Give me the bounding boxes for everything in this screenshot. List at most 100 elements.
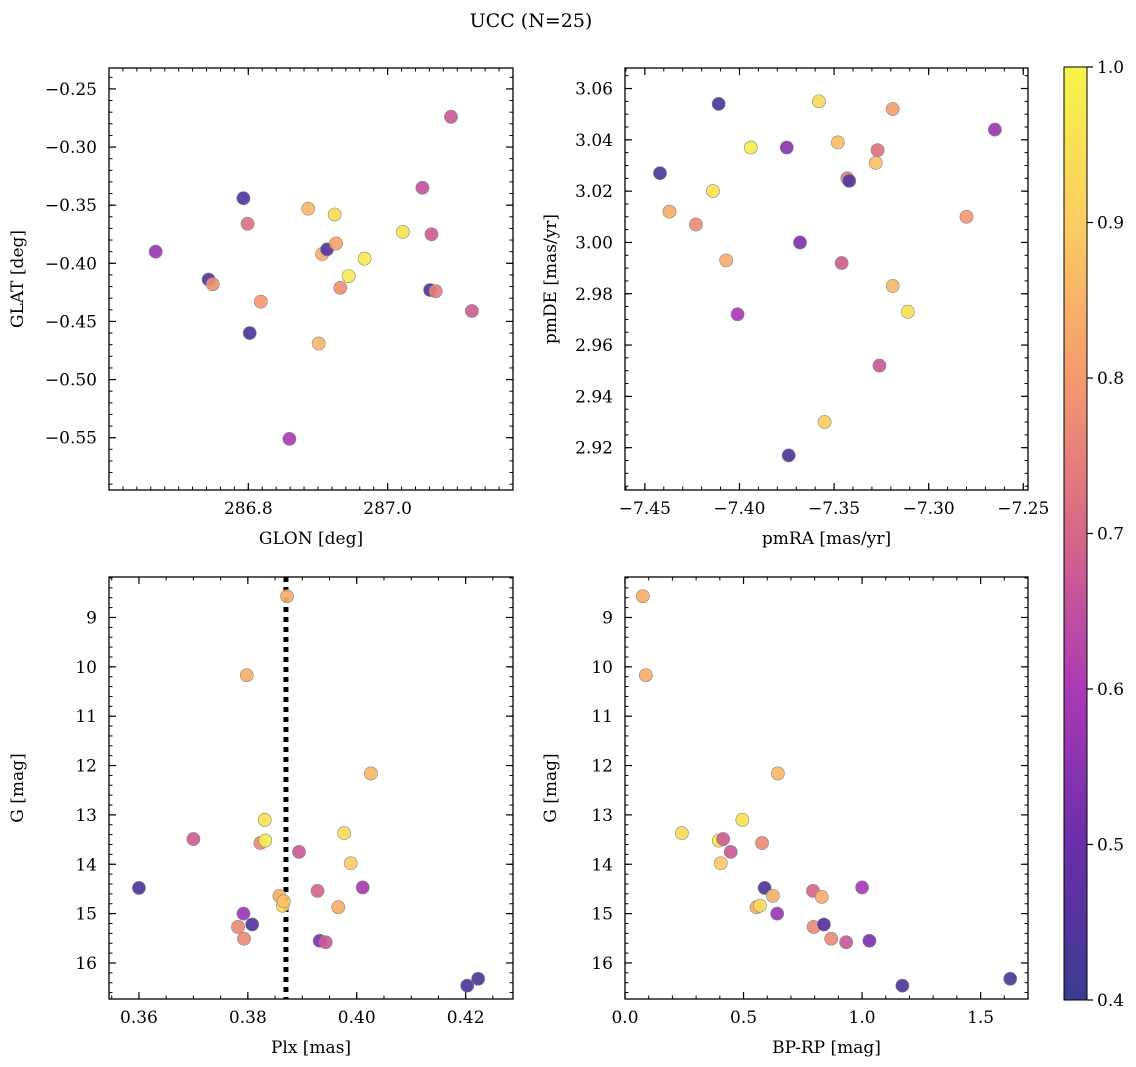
scatter-point xyxy=(711,97,726,111)
scatter-point xyxy=(132,881,146,895)
scatter-point xyxy=(186,832,201,846)
y-tick-label: 9 xyxy=(602,608,613,628)
scatter-point xyxy=(205,277,220,292)
y-tick-label: −0.55 xyxy=(45,429,97,449)
scatter-point xyxy=(719,253,734,268)
scatter-point xyxy=(292,845,306,859)
y-tick-label: −0.45 xyxy=(45,312,97,332)
colorbar-ticks: 0.4 0.5 0.6 0.7 0.8 0.9 1.0 xyxy=(1087,58,1124,1011)
scatter-point xyxy=(793,235,807,250)
y-tick-label: 2.96 xyxy=(575,336,613,356)
scatter-point xyxy=(814,889,829,904)
x-tick-label: −7.40 xyxy=(713,499,765,519)
scatter-point xyxy=(674,826,689,841)
y-tick-label: −0.25 xyxy=(45,80,97,100)
y-tick-label: 12 xyxy=(591,757,613,777)
scatter-point xyxy=(766,888,780,903)
y-tick-label: 9 xyxy=(86,608,97,628)
panel-plx-g: 0.36 0.38 0.40 0.42 9 10 11 12 13 14 15 16 Plx [mas]… xyxy=(8,576,514,1058)
scatter-point xyxy=(895,978,910,993)
scatter-point xyxy=(824,931,839,946)
y-tick-label: 15 xyxy=(591,905,613,925)
y-tick-label: 2.92 xyxy=(575,439,613,459)
scatter-point xyxy=(318,935,333,950)
x-tick-label: 0.5 xyxy=(730,1008,757,1028)
colorbar-tick-label: 0.8 xyxy=(1097,369,1124,389)
x-tick-label: −7.45 xyxy=(619,499,671,519)
colorbar-tick-label: 0.9 xyxy=(1097,214,1124,234)
x-tick-label: 0.0 xyxy=(611,1008,638,1028)
scatter-point xyxy=(428,284,443,299)
scatter-point xyxy=(817,415,832,429)
x-tick-label: 0.42 xyxy=(447,1008,485,1028)
scatter-point xyxy=(471,971,486,986)
y-tick-label: −0.35 xyxy=(45,196,97,216)
y-axis-label: G [mag] xyxy=(541,753,561,822)
y-tick-label: 16 xyxy=(75,954,97,974)
scatter-point xyxy=(331,900,346,915)
panel-bprp-g: 0.0 0.5 1.0 1.5 9 10 11 12 13 14 15 16 BP-RP [mag] G … xyxy=(541,576,1029,1058)
scatter-point xyxy=(257,812,272,827)
scatter-point xyxy=(327,207,342,222)
x-tick-label: 0.36 xyxy=(120,1008,158,1028)
y-tick-label: 3.00 xyxy=(575,233,613,253)
scatter-point xyxy=(730,307,745,322)
scatter-point xyxy=(258,833,273,848)
scatter-point xyxy=(310,884,325,898)
scatter-point xyxy=(276,894,291,909)
y-tick-label: 14 xyxy=(75,855,97,875)
scatter-point xyxy=(770,906,785,921)
y-tick-label: −0.50 xyxy=(45,371,97,391)
scatter-point xyxy=(743,140,758,155)
scatter-point xyxy=(460,978,475,993)
scatter-point xyxy=(240,216,255,231)
colorbar-tick-label: 0.7 xyxy=(1097,525,1124,545)
scatter-point xyxy=(301,201,316,216)
scatter-point xyxy=(872,358,887,373)
scatter-point xyxy=(735,812,750,827)
scatter-point xyxy=(355,880,370,895)
x-axis-label: Plx [mas] xyxy=(271,1038,351,1058)
axes-frame xyxy=(108,67,514,491)
y-axis-label: pmDE [mas/yr] xyxy=(541,214,561,344)
scatter-point xyxy=(329,236,343,251)
y-tick-label: 13 xyxy=(591,806,613,826)
colorbar-gradient xyxy=(1063,66,1088,1001)
scatter-point xyxy=(689,217,703,232)
scatter-point xyxy=(444,109,458,124)
scatter-point xyxy=(311,336,326,351)
scatter-point xyxy=(855,880,869,895)
scatter-point xyxy=(870,143,885,157)
x-tick-label: −7.30 xyxy=(903,499,955,519)
scatter-point xyxy=(415,180,430,195)
scatter-point xyxy=(236,906,251,921)
scatter-point xyxy=(816,917,831,932)
y-tick-label: 15 xyxy=(75,905,97,925)
axes-frame xyxy=(624,576,1029,1000)
scatter-point xyxy=(779,140,794,155)
y-tick-label: 14 xyxy=(591,855,613,875)
scatter-point xyxy=(900,304,915,319)
y-tick-label: 13 xyxy=(75,806,97,826)
scatter-point xyxy=(253,294,268,309)
scatter-point xyxy=(662,204,677,219)
colorbar-tick-label: 0.4 xyxy=(1097,991,1124,1011)
y-tick-label: −0.40 xyxy=(45,254,97,274)
scatter-point xyxy=(755,836,769,850)
x-tick-label: 1.5 xyxy=(967,1008,994,1028)
scatter-point xyxy=(653,166,667,181)
scatter-point xyxy=(862,933,877,948)
scatter-point xyxy=(635,589,650,604)
x-tick-label: −7.35 xyxy=(808,499,860,519)
scatter-point xyxy=(237,931,251,946)
scatter-point xyxy=(236,191,251,206)
scatter-point xyxy=(839,935,854,950)
y-tick-label: 11 xyxy=(591,707,613,727)
scatter-point xyxy=(987,122,1002,137)
x-tick-label: 0.40 xyxy=(338,1008,376,1028)
colorbar-tick-label: 0.5 xyxy=(1097,836,1124,856)
scatter-point xyxy=(713,856,728,871)
y-tick-label: 10 xyxy=(75,658,97,678)
scatter-point xyxy=(1003,971,1018,986)
